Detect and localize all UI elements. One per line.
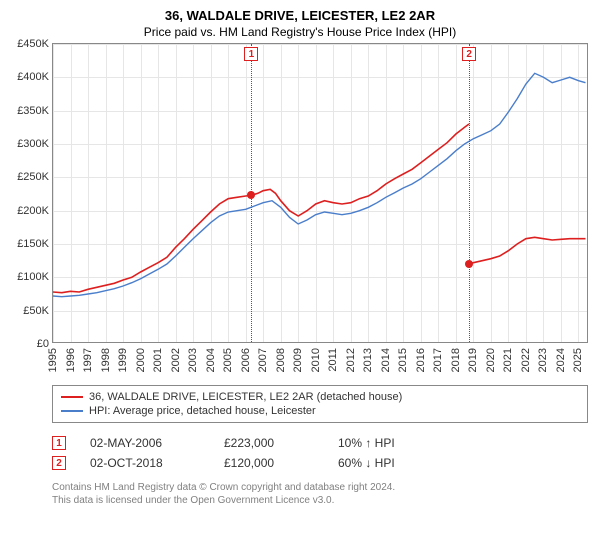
y-axis-label: £450K xyxy=(17,38,49,50)
event-date: 02-OCT-2018 xyxy=(90,456,200,470)
x-axis-label: 2008 xyxy=(275,348,287,372)
x-axis-label: 2017 xyxy=(432,348,444,372)
event-id-box: 1 xyxy=(52,436,66,450)
series-line xyxy=(469,237,585,264)
footer-line-2: This data is licensed under the Open Gov… xyxy=(52,494,588,507)
x-axis-label: 2009 xyxy=(292,348,304,372)
x-axis-label: 2014 xyxy=(380,348,392,372)
series-line xyxy=(53,124,469,293)
legend-label: 36, WALDALE DRIVE, LEICESTER, LE2 2AR (d… xyxy=(89,391,402,403)
event-price: £223,000 xyxy=(224,436,314,450)
event-date: 02-MAY-2006 xyxy=(90,436,200,450)
x-axis-label: 2024 xyxy=(555,348,567,372)
events-table: 1 02-MAY-2006 £223,000 10% ↑ HPI 2 02-OCT-201… xyxy=(52,433,588,473)
plot-area: 12 £0£50K£100K£150K£200K£250K£300K£350K£… xyxy=(52,43,588,343)
x-axis-label: 1996 xyxy=(65,348,77,372)
x-axis-label: 2006 xyxy=(240,348,252,372)
x-axis-label: 2025 xyxy=(572,348,584,372)
event-row: 2 02-OCT-2018 £120,000 60% ↓ HPI xyxy=(52,453,588,473)
x-axis-label: 2018 xyxy=(450,348,462,372)
y-axis-label: £400K xyxy=(17,71,49,83)
price-chart-panel: 36, WALDALE DRIVE, LEICESTER, LE2 2AR Pr… xyxy=(0,0,600,507)
series-line xyxy=(53,73,586,296)
event-marker-box: 2 xyxy=(462,47,476,61)
legend-swatch xyxy=(61,410,83,412)
x-axis-label: 2003 xyxy=(187,348,199,372)
x-axis-label: 1997 xyxy=(82,348,94,372)
x-axis-label: 2001 xyxy=(152,348,164,372)
x-axis-label: 2007 xyxy=(257,348,269,372)
event-marker-line xyxy=(469,44,470,342)
price-marker-dot xyxy=(247,191,255,199)
x-axis-label: 1999 xyxy=(117,348,129,372)
y-axis-label: £50K xyxy=(23,305,49,317)
event-price: £120,000 xyxy=(224,456,314,470)
x-axis-label: 2010 xyxy=(310,348,322,372)
x-axis-label: 2019 xyxy=(467,348,479,372)
legend-label: HPI: Average price, detached house, Leic… xyxy=(89,405,316,417)
x-axis-label: 1995 xyxy=(47,348,59,372)
x-axis-label: 1998 xyxy=(100,348,112,372)
event-marker-box: 1 xyxy=(244,47,258,61)
y-axis-label: £200K xyxy=(17,205,49,217)
x-axis-label: 2020 xyxy=(485,348,497,372)
event-delta: 60% ↓ HPI xyxy=(338,456,395,470)
x-axis-label: 2015 xyxy=(397,348,409,372)
series-svg xyxy=(53,44,587,342)
x-axis-label: 2004 xyxy=(205,348,217,372)
x-axis-label: 2021 xyxy=(502,348,514,372)
y-axis-label: £300K xyxy=(17,138,49,150)
x-axis-label: 2000 xyxy=(135,348,147,372)
x-axis-label: 2013 xyxy=(362,348,374,372)
legend-swatch xyxy=(61,396,83,398)
x-axis-label: 2012 xyxy=(345,348,357,372)
event-delta: 10% ↑ HPI xyxy=(338,436,395,450)
footer-line-1: Contains HM Land Registry data © Crown c… xyxy=(52,481,588,494)
footer-attribution: Contains HM Land Registry data © Crown c… xyxy=(52,481,588,507)
x-axis-label: 2022 xyxy=(520,348,532,372)
y-axis-label: £150K xyxy=(17,238,49,250)
chart-subtitle: Price paid vs. HM Land Registry's House … xyxy=(0,23,600,43)
price-marker-dot xyxy=(465,260,473,268)
x-axis-label: 2016 xyxy=(415,348,427,372)
legend-item: HPI: Average price, detached house, Leic… xyxy=(61,404,579,418)
x-axis-label: 2002 xyxy=(170,348,182,372)
legend-item: 36, WALDALE DRIVE, LEICESTER, LE2 2AR (d… xyxy=(61,390,579,404)
chart-title: 36, WALDALE DRIVE, LEICESTER, LE2 2AR xyxy=(0,0,600,23)
event-id-box: 2 xyxy=(52,456,66,470)
event-row: 1 02-MAY-2006 £223,000 10% ↑ HPI xyxy=(52,433,588,453)
x-axis-label: 2005 xyxy=(222,348,234,372)
y-axis-label: £100K xyxy=(17,271,49,283)
x-axis-label: 2011 xyxy=(327,348,339,372)
x-axis-label: 2023 xyxy=(537,348,549,372)
y-axis-label: £350K xyxy=(17,105,49,117)
legend: 36, WALDALE DRIVE, LEICESTER, LE2 2AR (d… xyxy=(52,385,588,423)
y-axis-label: £250K xyxy=(17,171,49,183)
